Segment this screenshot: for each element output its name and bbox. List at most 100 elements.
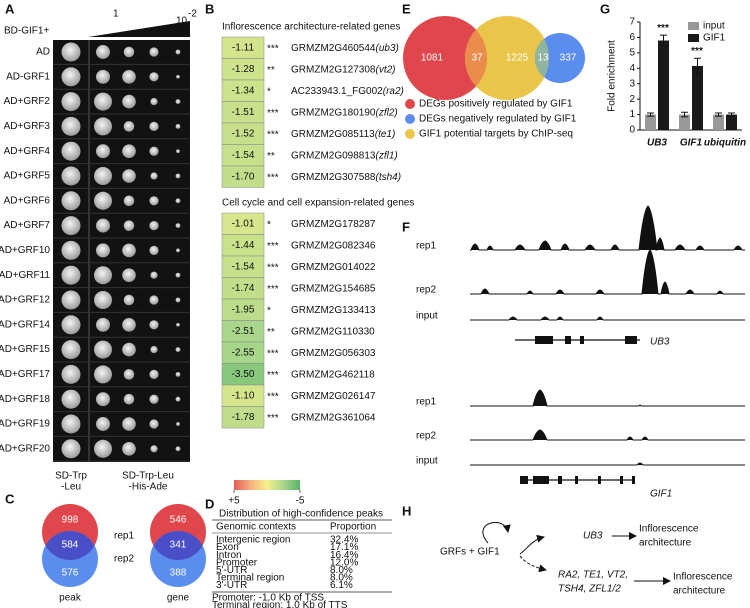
error-bar	[660, 34, 667, 47]
bar	[645, 114, 656, 130]
table-cell: 16.4%	[330, 550, 358, 561]
set-name: rep1	[114, 531, 134, 542]
colony	[96, 69, 110, 84]
colony	[123, 121, 135, 132]
colony	[122, 342, 136, 357]
colony	[94, 365, 112, 384]
colony	[176, 149, 180, 154]
track-label: rep1	[416, 397, 436, 408]
colony	[61, 265, 81, 285]
colony	[96, 317, 110, 332]
legend-text: GIF1	[703, 33, 726, 44]
venn-count: 337	[560, 53, 577, 64]
column-header: Proportion	[330, 522, 376, 533]
row-label: AD+GRF17	[0, 369, 50, 380]
track-label: input	[416, 311, 438, 322]
colony	[61, 216, 81, 236]
gene-name: GRMZM2G085113(te1)	[291, 129, 395, 140]
cell-value: -1.70	[232, 172, 255, 183]
significance: *	[267, 87, 271, 98]
colony	[149, 295, 159, 305]
colony	[150, 172, 158, 180]
significance: ***	[267, 130, 279, 141]
coverage-track	[470, 429, 745, 441]
coverage-track	[470, 249, 745, 295]
y-tick-label: 0	[629, 125, 635, 136]
colony	[150, 346, 158, 354]
outcome: architecture	[639, 538, 692, 549]
venn-count: 584	[62, 540, 79, 551]
colony	[94, 92, 112, 111]
colony	[175, 372, 181, 377]
table-cell: 8.0%	[330, 573, 353, 584]
row-label: AD+GRF7	[4, 220, 51, 231]
media-label: SD-Trp-Leu	[122, 471, 174, 482]
venn-count: 1081	[421, 53, 444, 64]
table-cell: 17.1%	[330, 542, 358, 553]
gene-symbol: (te1)	[375, 129, 396, 140]
colony	[122, 318, 136, 332]
colony	[150, 445, 158, 453]
significance: ***	[267, 284, 279, 295]
gene-exon	[565, 336, 571, 344]
arrow	[519, 555, 547, 573]
table-cell: 5'-UTR	[216, 565, 247, 576]
gene-id: GRMZM2G180190	[291, 107, 376, 118]
y-axis-label: Fold enrichment	[607, 40, 618, 112]
table-cell: 32.4%	[330, 535, 358, 546]
set-name: rep2	[114, 554, 134, 565]
colony	[123, 393, 135, 405]
target-genes: TSH4, ZFL1/2	[558, 584, 621, 595]
cell-value: -1.51	[232, 107, 255, 118]
row-label: AD+GRF15	[0, 344, 50, 355]
gene-exon	[598, 476, 601, 484]
venn-label: peak	[59, 593, 82, 604]
colony	[61, 414, 81, 434]
gene-id: GRMZM2G460544	[291, 43, 376, 54]
y-tick-label: 7	[629, 17, 635, 28]
significance: **	[267, 327, 275, 338]
colony	[176, 422, 180, 426]
colony	[122, 268, 136, 283]
venn-count: 388	[170, 568, 187, 579]
colony	[175, 198, 181, 204]
gene-id: GRMZM2G178287	[291, 219, 376, 230]
coverage-track	[470, 389, 745, 407]
panel-letter: D	[205, 496, 214, 511]
group-title: Inflorescence architecture-related genes	[222, 22, 400, 33]
bar	[692, 65, 703, 130]
venn-count: 341	[170, 540, 187, 551]
colony	[96, 45, 110, 59]
dilution-start: 1	[113, 9, 119, 20]
colony	[149, 47, 159, 57]
cell-value: -1.52	[232, 129, 255, 140]
panel-letter: A	[5, 1, 15, 16]
colony	[96, 417, 110, 431]
cell-value: -2.55	[232, 348, 255, 359]
colony	[123, 195, 135, 207]
gene-exon	[535, 336, 553, 344]
gene-symbol: (tsh4)	[375, 172, 401, 183]
outcome: Inflorescence	[673, 572, 733, 583]
colony	[175, 272, 181, 278]
colony	[94, 117, 112, 136]
colony	[149, 320, 159, 330]
venn-set	[535, 33, 585, 83]
colony	[176, 74, 180, 79]
gene-id: GRMZM2G082346	[291, 240, 376, 251]
colorbar-label: -5	[296, 496, 305, 507]
colony	[175, 173, 181, 179]
colony	[94, 291, 112, 309]
bar	[679, 114, 690, 130]
colony	[175, 446, 181, 452]
bar	[726, 114, 737, 130]
colony	[149, 369, 159, 379]
gene-symbol: (zfl2)	[375, 107, 397, 118]
colony	[96, 243, 110, 258]
colony	[122, 417, 136, 431]
colony	[149, 394, 159, 404]
gene-label: UB3	[650, 337, 670, 348]
significance: ***	[267, 392, 279, 403]
colony	[149, 121, 159, 131]
row-label: AD+GRF6	[4, 195, 51, 206]
